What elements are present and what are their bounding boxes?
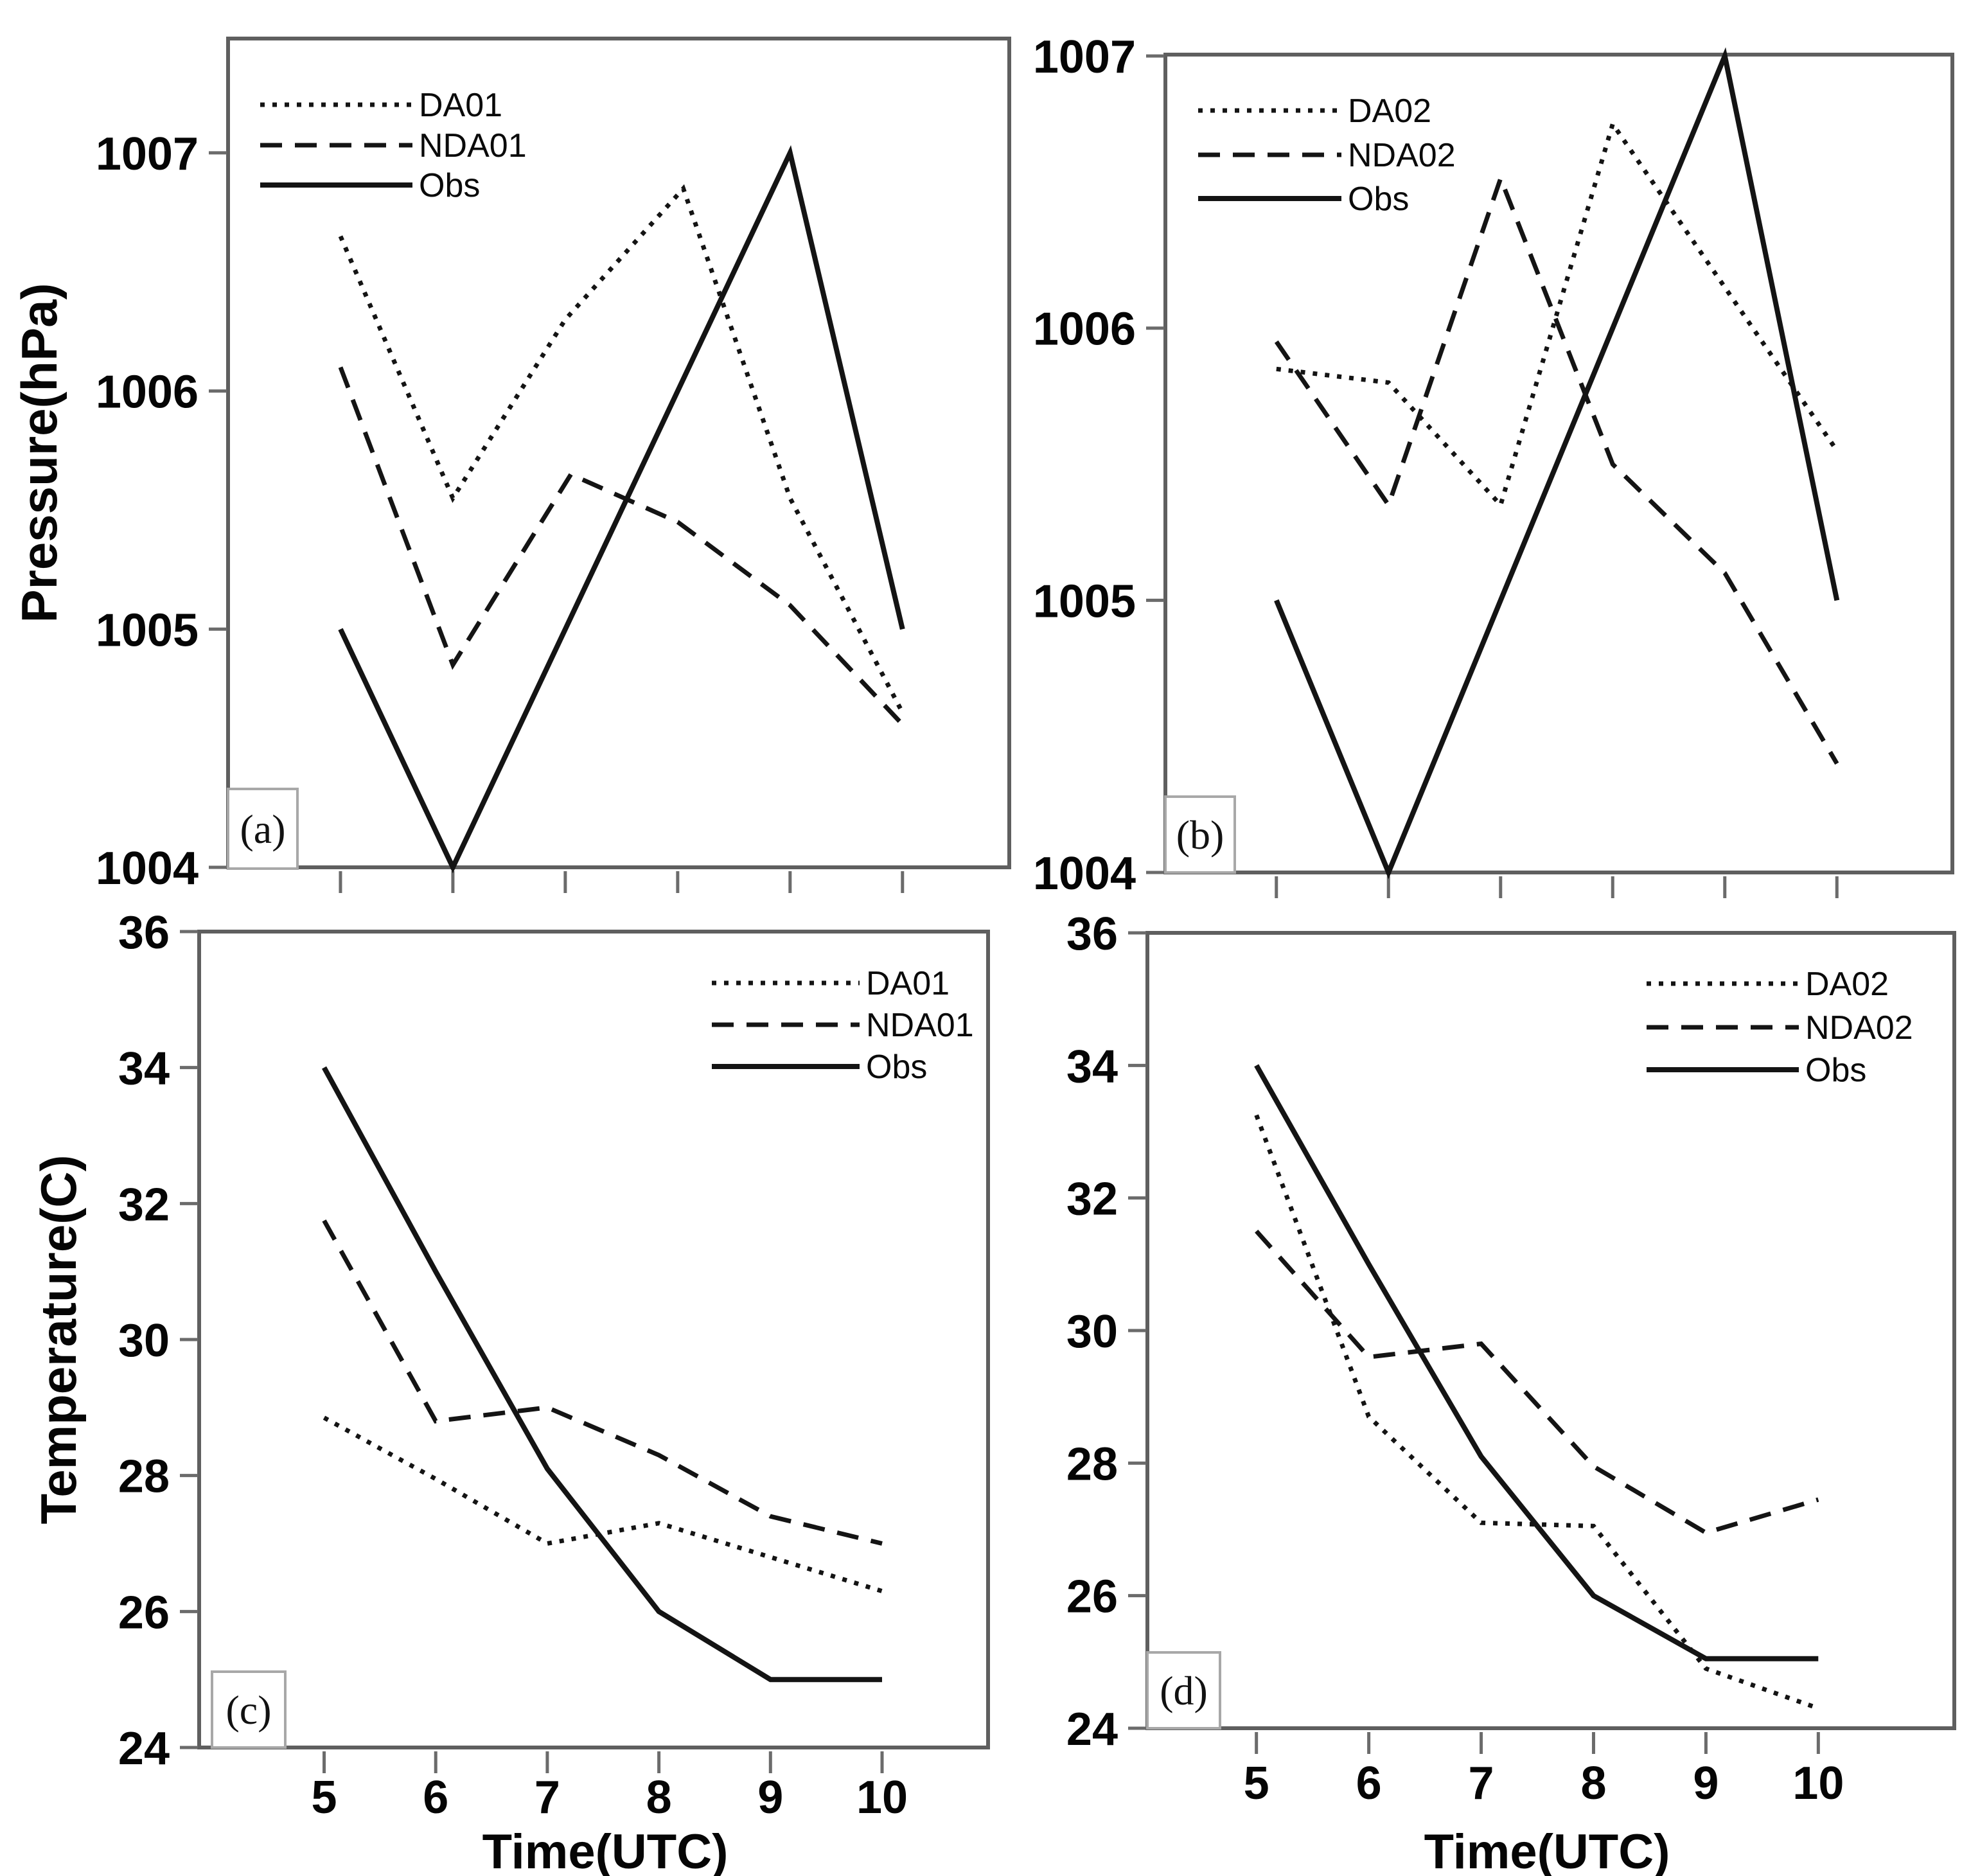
panel-letter-c: (c) bbox=[225, 1687, 271, 1733]
y-tick-label-b: 1006 bbox=[1033, 304, 1136, 355]
series-nda02-line-d bbox=[1255, 1229, 1819, 1535]
legend-label-obs-c: Obs bbox=[866, 1049, 927, 1086]
panel-c: 24 26 28 30 32 34 36 5 6 7 8 9 10 DA01 NDA01 Obs (c) Temp… bbox=[30, 907, 990, 1876]
series-obs-line-a bbox=[338, 145, 905, 874]
y-tick-label-c: 26 bbox=[118, 1587, 170, 1638]
panel-letter-box-a bbox=[227, 788, 299, 870]
x-tick-label-d: 9 bbox=[1693, 1758, 1719, 1809]
panel-letter-box-c bbox=[211, 1670, 287, 1749]
y-tick-label-c: 28 bbox=[118, 1451, 170, 1503]
y-axis-title-c: Temperature(C) bbox=[30, 1155, 87, 1525]
panel-letter-box-b bbox=[1164, 795, 1236, 874]
plot-frame-d bbox=[1145, 931, 1956, 1730]
y-tick-label-c: 32 bbox=[118, 1179, 170, 1230]
x-tick-label-c: 5 bbox=[312, 1772, 337, 1823]
plot-frame-c bbox=[197, 930, 990, 1749]
legend-c: DA01 NDA01 Obs bbox=[712, 965, 974, 1086]
x-tick-label-c: 10 bbox=[856, 1772, 908, 1823]
y-tick-label-d: 34 bbox=[1066, 1041, 1118, 1092]
plot-frame-a bbox=[226, 37, 1011, 869]
series-obs-line-d bbox=[1254, 1064, 1819, 1661]
series-obs-line-c bbox=[321, 1066, 882, 1683]
y-tick-label-d: 36 bbox=[1066, 908, 1118, 960]
panel-b: 1004 1005 1006 1007 DA02 NDA02 Obs (b) bbox=[1033, 31, 1954, 899]
series-nda01-line-c bbox=[322, 1219, 883, 1546]
plot-frame-b bbox=[1163, 53, 1954, 874]
series-da01-line-a bbox=[338, 184, 905, 714]
y-tick-label-a: 1005 bbox=[96, 605, 199, 656]
x-tick-label-c: 9 bbox=[757, 1772, 783, 1823]
x-axis-title-d: Time(UTC) bbox=[1424, 1825, 1670, 1876]
y-tick-label-d: 32 bbox=[1066, 1174, 1118, 1225]
y-tick-label-d: 28 bbox=[1066, 1438, 1118, 1490]
legend-d: DA02 NDA02 Obs bbox=[1647, 966, 1913, 1089]
y-tick-label-d: 30 bbox=[1066, 1306, 1118, 1358]
y-tick-label-c: 24 bbox=[118, 1723, 170, 1774]
panel-letter-d: (d) bbox=[1160, 1668, 1208, 1713]
x-tick-label-d: 10 bbox=[1792, 1758, 1844, 1809]
y-tick-label-b: 1005 bbox=[1033, 576, 1136, 627]
legend-label-nda01-a: NDA01 bbox=[419, 127, 527, 164]
legend-label-da02-d: DA02 bbox=[1805, 966, 1889, 1003]
legend-label-obs-d: Obs bbox=[1805, 1052, 1866, 1089]
y-tick-label-c: 34 bbox=[118, 1043, 170, 1095]
x-tick-label-d: 5 bbox=[1244, 1758, 1269, 1809]
x-tick-label-c: 7 bbox=[535, 1772, 560, 1823]
legend-label-nda01-c: NDA01 bbox=[866, 1007, 974, 1044]
y-tick-label-b: 1004 bbox=[1033, 848, 1136, 899]
series-nda02-line-b bbox=[1274, 172, 1839, 765]
x-axis-title-c: Time(UTC) bbox=[482, 1825, 729, 1876]
x-tick-label-d: 6 bbox=[1356, 1758, 1382, 1809]
y-tick-label-a: 1006 bbox=[96, 367, 199, 418]
series-da02-line-b bbox=[1276, 118, 1839, 510]
series-obs-line-b bbox=[1274, 47, 1840, 880]
panel-letter-a: (a) bbox=[240, 806, 285, 852]
x-tick-label-d: 7 bbox=[1469, 1758, 1494, 1809]
x-tick-label-c: 8 bbox=[646, 1772, 672, 1823]
y-tick-label-c: 30 bbox=[118, 1315, 170, 1367]
legend-label-da01-a: DA01 bbox=[419, 87, 502, 124]
legend-label-da02-b: DA02 bbox=[1348, 93, 1431, 130]
y-tick-label-b: 1007 bbox=[1033, 31, 1136, 83]
legend-label-obs-b: Obs bbox=[1348, 181, 1409, 218]
y-tick-label-a: 1004 bbox=[96, 843, 199, 894]
legend-label-nda02-b: NDA02 bbox=[1348, 137, 1456, 174]
legend-b: DA02 NDA02 Obs bbox=[1198, 93, 1456, 218]
x-tick-label-d: 8 bbox=[1580, 1758, 1606, 1809]
y-tick-label-d: 24 bbox=[1066, 1704, 1118, 1755]
panel-letter-b: (b) bbox=[1176, 812, 1224, 858]
y-tick-label-c: 36 bbox=[118, 907, 170, 959]
x-tick-label-c: 6 bbox=[423, 1772, 448, 1823]
panel-d: 24 26 28 30 32 34 36 5 6 7 8 9 10 DA02 NDA02 Obs (d) Time… bbox=[1066, 908, 1956, 1876]
y-tick-label-a: 1007 bbox=[96, 128, 199, 180]
legend-label-da01-c: DA01 bbox=[866, 965, 950, 1002]
panel-letter-box-d bbox=[1146, 1651, 1221, 1730]
y-tick-label-d: 26 bbox=[1066, 1571, 1118, 1623]
y-axis-title-a: Pressure(hPa) bbox=[11, 283, 67, 623]
legend-label-obs-a: Obs bbox=[419, 167, 480, 204]
legend-label-nda02-d: NDA02 bbox=[1805, 1009, 1913, 1047]
